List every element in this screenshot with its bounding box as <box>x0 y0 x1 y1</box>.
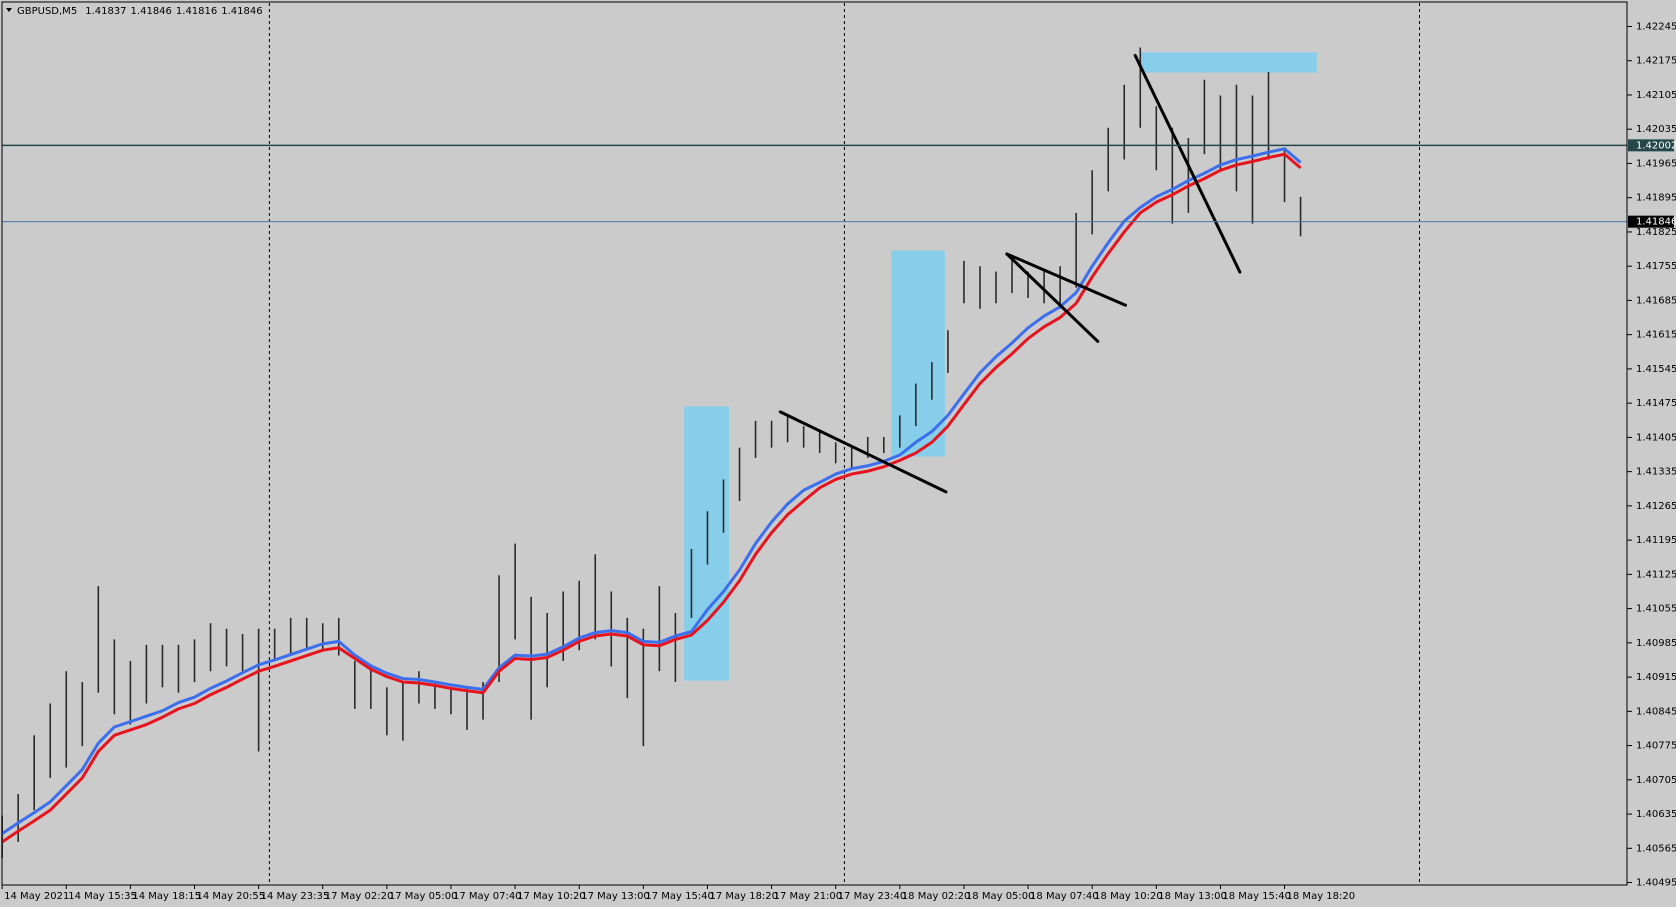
trendline <box>778 410 948 494</box>
y-tick-label: 1.41965 <box>1636 158 1676 169</box>
price-label-box <box>1628 215 1674 228</box>
x-tick-label: 18 May 05:00 <box>966 891 1035 902</box>
x-tick-label: 17 May 13:00 <box>581 891 650 902</box>
close: 1.41846 <box>221 6 262 17</box>
y-tick-label: 1.41125 <box>1636 569 1676 580</box>
moving-average <box>1 147 1302 835</box>
y-tick-label: 1.41195 <box>1636 535 1676 546</box>
y-tick-label: 1.42245 <box>1636 21 1676 32</box>
y-tick-label: 1.40775 <box>1636 741 1676 752</box>
x-tick-label: 18 May 13:00 <box>1158 891 1227 902</box>
plot-frame <box>1 1 1628 886</box>
x-tick-label: 17 May 23:40 <box>838 891 907 902</box>
trendline <box>1133 54 1242 274</box>
y-tick-label: 1.41825 <box>1636 227 1676 238</box>
y-tick-label: 1.41615 <box>1636 330 1676 341</box>
x-tick-label: 17 May 10:20 <box>517 891 586 902</box>
y-tick-label: 1.40985 <box>1636 638 1676 649</box>
x-tick-label: 18 May 10:20 <box>1094 891 1163 902</box>
trendline <box>1005 252 1127 307</box>
x-tick-label: 17 May 07:40 <box>453 891 522 902</box>
menu-arrow[interactable] <box>6 8 12 12</box>
trendline <box>1005 252 1100 343</box>
x-tick-label: 18 May 07:40 <box>1030 891 1099 902</box>
y-tick-label: 1.40565 <box>1636 843 1676 854</box>
y-tick-label: 1.41895 <box>1636 193 1676 204</box>
x-tick-label: 14 May 23:35 <box>261 891 330 902</box>
x-tick-label: 18 May 02:20 <box>902 891 971 902</box>
y-tick-label: 1.41545 <box>1636 364 1676 375</box>
highlight-zone <box>1139 52 1317 73</box>
y-tick-label: 1.40705 <box>1636 775 1676 786</box>
x-tick-label: 17 May 21:00 <box>774 891 843 902</box>
y-tick-label: 1.41265 <box>1636 501 1676 512</box>
y-tick-label: 1.42035 <box>1636 124 1676 135</box>
open: 1.41837 <box>85 6 126 17</box>
high: 1.41846 <box>131 6 172 17</box>
y-tick-label: 1.41755 <box>1636 261 1676 272</box>
symbol: GBPUSD,M5 <box>17 6 77 17</box>
y-tick-label: 1.40845 <box>1636 706 1676 717</box>
chart-header: GBPUSD,M5 1.41837 1.41846 1.41816 1.41846 <box>17 6 263 17</box>
x-tick-label: 17 May 15:40 <box>645 891 714 902</box>
x-tick-label: 17 May 18:20 <box>709 891 778 902</box>
y-tick-label: 1.41685 <box>1636 295 1676 306</box>
moving-average <box>1 152 1302 844</box>
axes: 1.42245 1.42175 1.42105 1.42035 1.41965 1.418… <box>1 21 1676 902</box>
price-label: 1.41846 <box>1636 217 1676 228</box>
y-tick-label: 1.42175 <box>1636 56 1676 67</box>
x-tick-label: 14 May 2021 <box>4 891 69 902</box>
x-tick-label: 17 May 05:00 <box>389 891 458 902</box>
x-tick-label: 14 May 20:55 <box>197 891 266 902</box>
plot <box>1 47 1302 859</box>
y-tick-label: 1.40915 <box>1636 672 1676 683</box>
trendlines <box>778 54 1242 494</box>
y-tick-label: 1.42105 <box>1636 90 1676 101</box>
x-tick-label: 17 May 02:20 <box>325 891 394 902</box>
y-tick-label: 1.41475 <box>1636 398 1676 409</box>
x-tick-label: 14 May 18:15 <box>132 891 201 902</box>
y-tick-label: 1.40635 <box>1636 809 1676 820</box>
low: 1.41816 <box>176 6 217 17</box>
x-tick-label: 18 May 18:20 <box>1287 891 1356 902</box>
x-tick-label: 14 May 15:35 <box>68 891 137 902</box>
y-tick-label: 1.41405 <box>1636 432 1676 443</box>
price-label-box <box>1628 139 1674 152</box>
x-tick-label: 18 May 15:40 <box>1222 891 1291 902</box>
y-tick-label: 1.41055 <box>1636 604 1676 615</box>
highlight-zone <box>684 406 729 681</box>
y-tick-label: 1.40495 <box>1636 878 1676 889</box>
y-tick-label: 1.41335 <box>1636 467 1676 478</box>
price-label: 1.42002 <box>1636 140 1676 151</box>
